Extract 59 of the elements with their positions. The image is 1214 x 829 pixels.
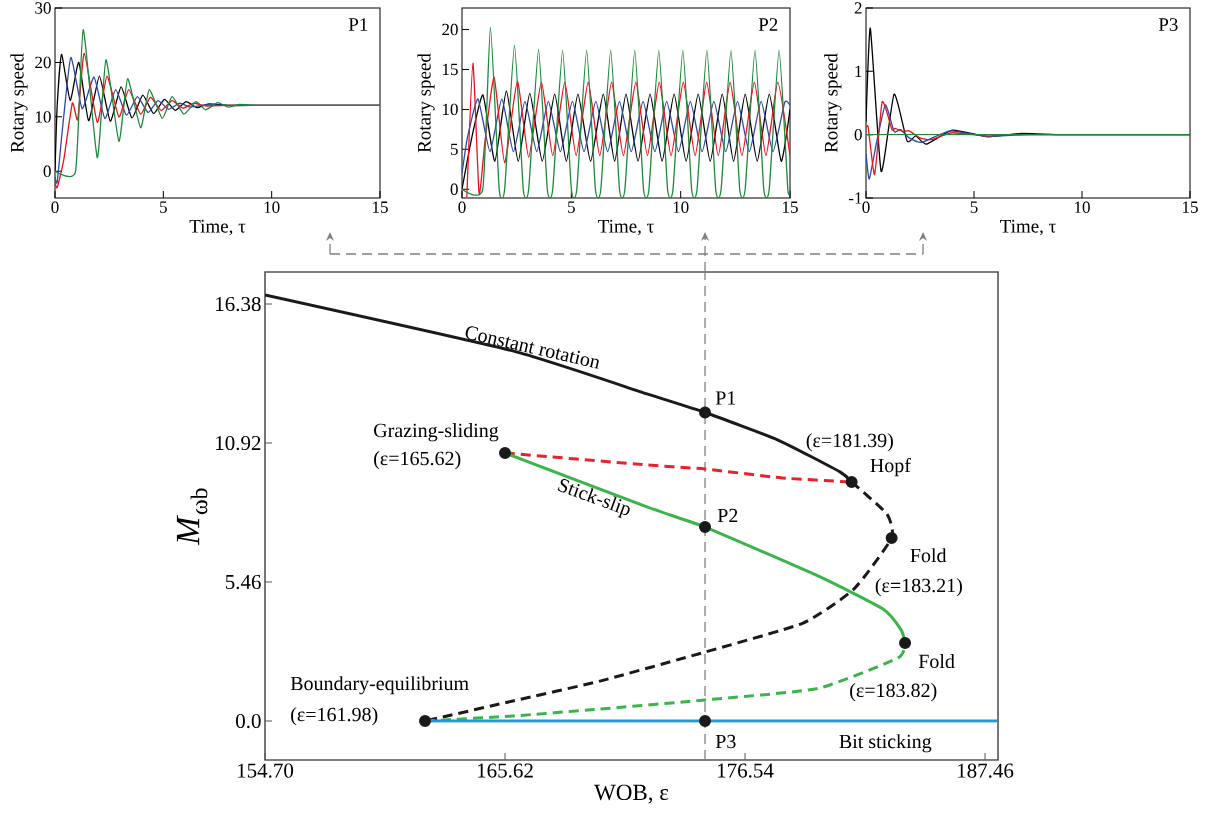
x-tick-label: 15 xyxy=(783,201,798,213)
y-axis-title: Rotary speed xyxy=(417,53,435,153)
y-tick-label: 30 xyxy=(35,2,51,14)
y-tick-label: 20 xyxy=(35,56,51,69)
x-tick-label: 0 xyxy=(458,201,466,213)
y-tick-label: 20 xyxy=(442,23,458,36)
x-tick-label: 176.54 xyxy=(718,763,774,778)
y-tick-label: 10 xyxy=(442,103,458,116)
chart-title: P3 xyxy=(1158,18,1178,31)
y-tick-label: 1 xyxy=(855,65,862,77)
y-axis-title: M$_{ωb}$ xyxy=(176,488,208,546)
annotation: (ε=183.82) xyxy=(850,683,937,702)
y-tick-label: 15 xyxy=(442,63,458,76)
annotation: P1 xyxy=(715,391,736,405)
x-tick-label: 0 xyxy=(51,201,59,213)
y-tick-label: 0 xyxy=(450,183,458,195)
x-tick-label: 15 xyxy=(372,201,388,213)
x-axis-title: Time, τ xyxy=(189,219,246,236)
annotation: (ε=165.62) xyxy=(374,451,461,470)
x-axis-title: Time, τ xyxy=(1000,219,1056,236)
x-axis-title: Time, τ xyxy=(598,219,654,236)
annotation: Boundary-equilibrium xyxy=(290,676,469,695)
x-tick-label: 5 xyxy=(970,201,978,213)
annotation: Hopf xyxy=(870,457,911,477)
y-tick-label: 10 xyxy=(35,111,51,123)
y-tick-label: 0.0 xyxy=(236,713,261,729)
annotation: (ε=161.98) xyxy=(291,707,378,726)
annotation: Fold xyxy=(910,548,947,563)
y-tick-label: 5.46 xyxy=(225,574,261,590)
x-tick-label: 5 xyxy=(160,201,167,213)
x-tick-label: 10 xyxy=(673,201,689,213)
y-axis-title: Rotary speed xyxy=(824,53,842,153)
annotation: Fold xyxy=(918,654,955,669)
y-axis-title: Rotary speed xyxy=(10,53,28,153)
annotation: Constant rotation xyxy=(465,326,599,369)
y-tick-label: 5 xyxy=(450,143,458,155)
annotation: Grazing-sliding xyxy=(374,423,499,442)
x-tick-label: 5 xyxy=(568,201,575,213)
chart-title: P1 xyxy=(348,18,368,31)
y-tick-label: 16.38 xyxy=(216,296,261,312)
x-tick-label: 187.46 xyxy=(958,763,1014,778)
annotation: (ε=181.39) xyxy=(806,433,893,452)
x-tick-label: 0 xyxy=(862,201,870,213)
y-tick-label: 0 xyxy=(854,128,862,141)
y-tick-label: 10.92 xyxy=(216,435,261,451)
x-tick-label: 15 xyxy=(1183,201,1198,213)
y-tick-label: -1 xyxy=(848,192,862,204)
annotation: P2 xyxy=(717,508,738,523)
annotation: P3 xyxy=(715,734,736,749)
y-tick-label: 2 xyxy=(854,2,862,14)
y-tick-label: 0 xyxy=(43,165,51,178)
x-tick-label: 10 xyxy=(1075,201,1090,213)
x-tick-label: 10 xyxy=(264,201,280,213)
chart-title: P2 xyxy=(758,18,778,31)
x-tick-label: 154.70 xyxy=(237,763,294,778)
x-axis-title: WOB, ε xyxy=(594,784,669,804)
annotation: Bit sticking xyxy=(839,734,932,753)
x-tick-label: 165.62 xyxy=(477,763,533,778)
annotation: (ε=183.21) xyxy=(875,578,962,597)
